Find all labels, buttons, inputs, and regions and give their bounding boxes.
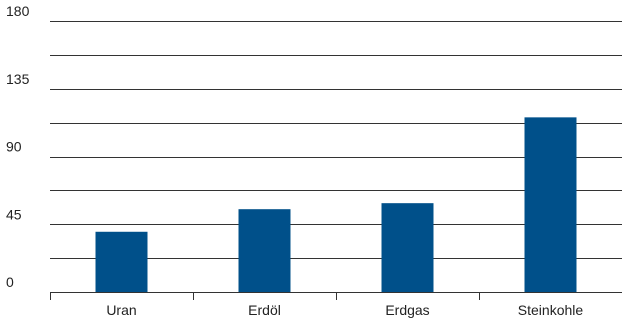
y-tick-label: 0 <box>6 274 14 290</box>
x-category-label: Uran <box>106 302 136 318</box>
bar-steinkohle <box>524 117 577 292</box>
bar-erdöl <box>238 209 291 292</box>
y-tick-label: 45 <box>6 206 22 222</box>
x-axis-category-labels: Uran Erdöl Erdgas Steinkohle <box>106 302 583 318</box>
gridlines <box>50 21 622 259</box>
y-tick-label: 90 <box>6 139 22 155</box>
y-axis-tick-labels: 0 45 90 135 180 <box>6 3 30 290</box>
bars <box>95 117 577 292</box>
x-category-label: Erdöl <box>248 302 281 318</box>
y-tick-label: 135 <box>6 71 30 87</box>
bar-uran <box>95 231 148 292</box>
y-tick-label: 180 <box>6 3 30 19</box>
x-category-label: Erdgas <box>385 302 429 318</box>
bar-erdgas <box>381 203 434 292</box>
x-axis <box>50 292 622 300</box>
x-category-label: Steinkohle <box>518 302 584 318</box>
